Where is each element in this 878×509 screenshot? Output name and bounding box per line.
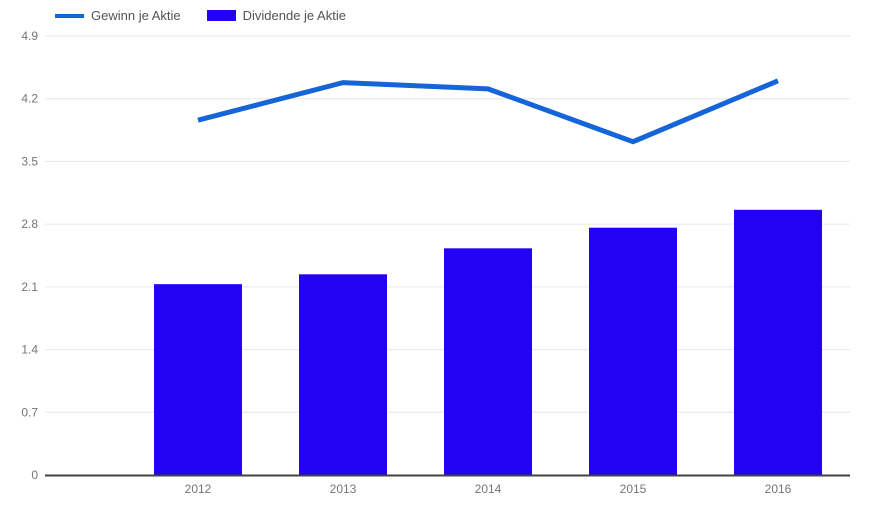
legend-item-gewinn-je-aktie[interactable]: Gewinn je Aktie	[55, 8, 181, 23]
line-gewinn-je-aktie[interactable]	[197, 78, 779, 145]
y-tick-label-2.1: 2.1	[21, 280, 38, 294]
legend-label-dividende: Dividende je Aktie	[242, 8, 346, 23]
y-tick-label-0: 0	[31, 468, 38, 482]
y-tick-label-0.7: 0.7	[21, 405, 38, 419]
y-tick-label-4.9: 4.9	[21, 29, 38, 43]
legend-item-dividende-je-aktie[interactable]: Dividende je Aktie	[206, 8, 346, 23]
y-tick-label-4.2: 4.2	[21, 92, 38, 106]
x-tick-label-2014: 2014	[475, 482, 502, 496]
y-tick-label-2.8: 2.8	[21, 217, 38, 231]
chart-legend: Gewinn je Aktie Dividende je Aktie	[55, 8, 346, 23]
legend-bar-swatch-icon	[206, 10, 236, 21]
x-tick-label-2016: 2016	[765, 482, 792, 496]
bar-2016[interactable]	[734, 209, 822, 475]
legend-line-swatch-icon	[55, 13, 84, 18]
bar-2014[interactable]	[444, 248, 532, 475]
y-tick-label-3.5: 3.5	[21, 154, 38, 168]
x-tick-label-2015: 2015	[620, 482, 647, 496]
bar-2015[interactable]	[589, 227, 677, 475]
bar-2013[interactable]	[299, 274, 387, 475]
bar-2012[interactable]	[154, 284, 242, 475]
x-tick-label-2013: 2013	[330, 482, 357, 496]
x-tick-label-2012: 2012	[185, 482, 212, 496]
y-tick-label-1.4: 1.4	[21, 343, 38, 357]
legend-label-gewinn: Gewinn je Aktie	[91, 8, 181, 23]
